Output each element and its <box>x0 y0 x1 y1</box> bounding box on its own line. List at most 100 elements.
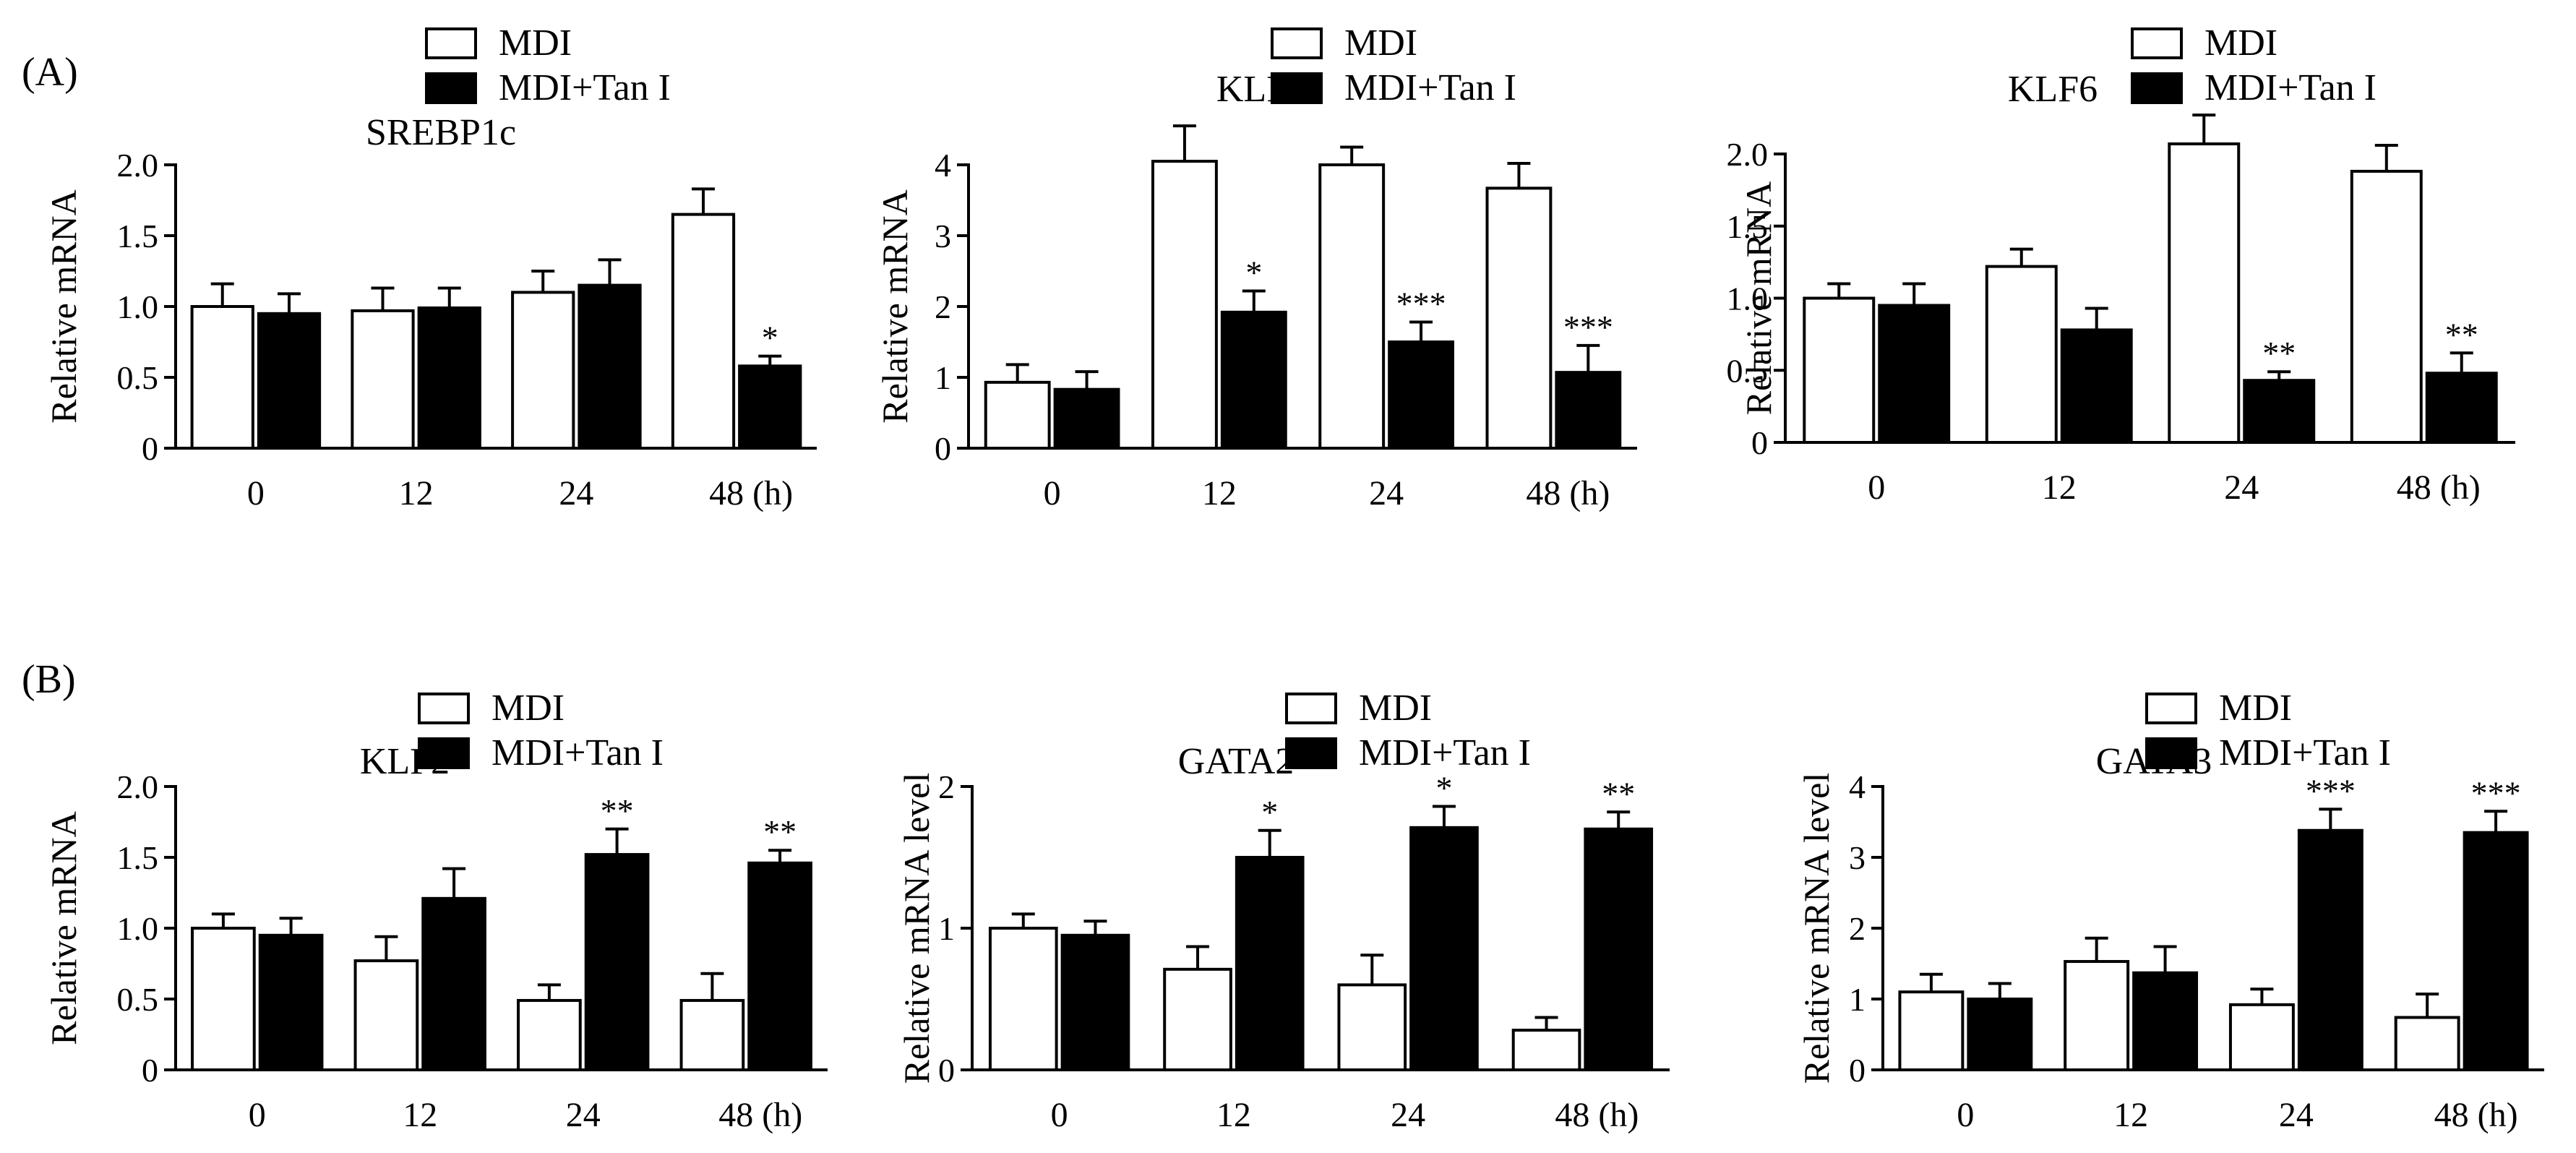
x-tick-label: 48 (h) <box>2434 1096 2518 1134</box>
bar-tan-0 <box>1878 304 1951 444</box>
bar-mdi-2 <box>1337 983 1407 1072</box>
bar-tan-1 <box>417 306 481 450</box>
chart-srebp1c: 0 0.5 1.0 1.5 2.0 Relative mRNA 0 12 24 * 48 (h) SR… <box>43 22 817 513</box>
significance-marker: * <box>1435 769 1452 806</box>
bar-mdi-0 <box>1898 990 1965 1071</box>
legend-swatch <box>1285 693 1337 724</box>
x-tick-label: 48 (h) <box>2397 468 2481 507</box>
bar-mdi-0 <box>988 927 1058 1071</box>
x-tick-label: 0 <box>249 1096 266 1134</box>
y-axis-label: Relative mRNA <box>43 811 84 1045</box>
legend-swatch <box>1271 27 1323 59</box>
bar-tan-0 <box>1053 387 1120 450</box>
y-axis-label: Relative mRNA level <box>896 773 937 1084</box>
bar-tan-1 <box>1235 856 1305 1071</box>
x-tick-label: 48 (h) <box>718 1096 802 1134</box>
x-tick-label: 0 <box>247 474 265 513</box>
bar-mdi-3 <box>2350 169 2423 444</box>
legend-label: MDI <box>2219 687 2292 729</box>
legend-label: MDI+Tan I <box>499 67 671 108</box>
significance-marker: ** <box>763 813 797 850</box>
legend-label: MDI+Tan I <box>2219 732 2391 773</box>
bar-tan-2 <box>584 853 650 1071</box>
bar-mdi-0 <box>191 927 256 1071</box>
legend-swatch <box>2145 693 2197 724</box>
y-tick-label: 2 <box>1849 910 1866 947</box>
x-tick-label: 24 <box>559 474 593 513</box>
significance-marker: * <box>1245 254 1262 291</box>
x-tick-label: 48 (h) <box>1526 474 1610 513</box>
bar-mdi-1 <box>351 309 415 450</box>
y-tick-label: 3 <box>1849 839 1866 876</box>
x-tick-label: 24 <box>1369 474 1404 513</box>
y-tick-label: 1.5 <box>117 218 159 254</box>
bar-tan-1 <box>1220 310 1287 450</box>
x-tick-label: 12 <box>1216 1096 1251 1134</box>
legend-label: MDI <box>499 22 572 64</box>
y-tick-label: 1.5 <box>117 839 159 876</box>
y-tick-label: 0.5 <box>1727 352 1769 389</box>
significance-marker: *** <box>2306 772 2356 809</box>
bar-tan-2 <box>1388 340 1454 450</box>
bar-tan-2 <box>2243 379 2316 445</box>
chart-title: GATA2 <box>1178 741 1295 782</box>
panel-label-a: (A) <box>22 50 78 95</box>
bar-tan-2 <box>578 283 642 450</box>
y-tick-label: 0.5 <box>117 359 159 396</box>
bar-mdi-2 <box>2168 142 2241 444</box>
bar-tan-3 <box>2425 372 2498 444</box>
x-tick-label: 24 <box>566 1096 601 1134</box>
x-tick-label: 0 <box>1868 468 1885 507</box>
bar-tan-2 <box>1409 826 1479 1071</box>
x-tick-label: 12 <box>399 474 434 513</box>
significance-marker: *** <box>1396 286 1446 322</box>
bar-tan-0 <box>1967 998 2033 1071</box>
x-tick-label: 12 <box>1202 474 1237 513</box>
y-tick-label: 0 <box>142 430 158 467</box>
y-tick-label: 1.0 <box>1727 280 1769 317</box>
y-tick-label: 1.0 <box>117 910 159 947</box>
y-axis-label: Relative mRNA <box>43 189 84 424</box>
legend-label: MDI <box>2204 22 2277 64</box>
y-tick-label: 2 <box>935 288 951 325</box>
significance-marker: ** <box>601 792 634 829</box>
bar-mdi-3 <box>671 213 736 450</box>
legend-swatch <box>418 737 470 769</box>
bar-mdi-3 <box>2394 1016 2460 1071</box>
x-tick-label: 0 <box>1051 1096 1068 1134</box>
bar-mdi-2 <box>511 291 575 450</box>
bar-tan-1 <box>2132 971 2199 1071</box>
y-axis-label: Relative mRNA <box>1738 181 1779 416</box>
legend-swatch <box>418 693 470 724</box>
legend-swatch <box>425 72 477 104</box>
y-tick-label: 4 <box>935 147 951 184</box>
bar-tan-3 <box>2463 831 2529 1071</box>
panel-label-b: (B) <box>22 657 76 702</box>
legend-label: MDI+Tan I <box>1344 67 1516 108</box>
chart-title: SREBP1c <box>366 112 516 153</box>
legend-swatch <box>1285 737 1337 769</box>
bar-mdi-1 <box>1163 967 1232 1071</box>
x-tick-label: 12 <box>403 1096 437 1134</box>
chart-klf2: 0 0.5 1.0 1.5 2.0 Relative mRNA 0 12 ** 24 ** 48 (h… <box>43 687 828 1134</box>
legend-label: MDI <box>1344 22 1417 64</box>
y-tick-label: 2 <box>938 768 955 805</box>
legend-label: MDI <box>491 687 564 729</box>
bar-tan-3 <box>1584 827 1654 1072</box>
bar-tan-1 <box>2060 328 2133 445</box>
legend-label: MDI+Tan I <box>2204 67 2377 108</box>
y-tick-label: 0 <box>1751 424 1768 461</box>
significance-marker: ** <box>2445 316 2478 353</box>
bar-tan-3 <box>738 364 802 450</box>
x-tick-label: 12 <box>2113 1096 2148 1134</box>
y-tick-label: 0 <box>935 430 951 467</box>
bar-tan-1 <box>421 896 486 1071</box>
bar-mdi-1 <box>1985 265 2058 444</box>
y-tick-label: 2.0 <box>1727 136 1769 173</box>
significance-marker: * <box>762 320 778 356</box>
bar-tan-0 <box>1060 933 1130 1072</box>
y-tick-label: 2.0 <box>117 147 159 184</box>
bar-mdi-1 <box>1151 160 1218 450</box>
